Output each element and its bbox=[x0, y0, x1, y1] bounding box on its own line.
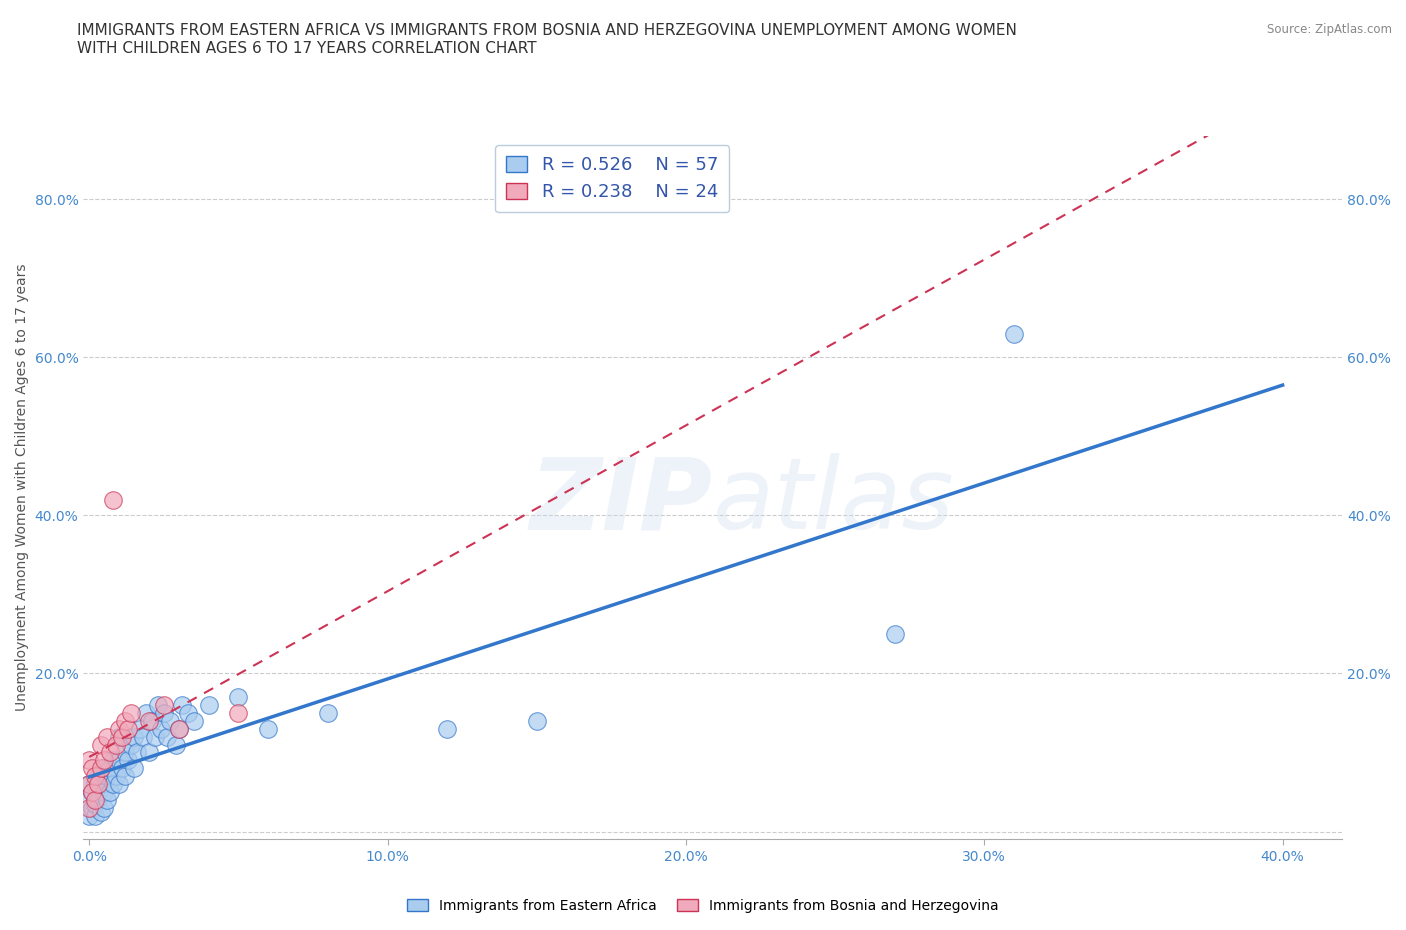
Point bbox=[135, 706, 157, 721]
Point bbox=[84, 769, 107, 784]
Point bbox=[122, 729, 145, 744]
Point bbox=[436, 722, 458, 737]
Point bbox=[93, 785, 115, 800]
Point bbox=[101, 492, 124, 507]
Point bbox=[165, 737, 187, 752]
Legend: R = 0.526    N = 57, R = 0.238    N = 24: R = 0.526 N = 57, R = 0.238 N = 24 bbox=[495, 145, 730, 212]
Point bbox=[93, 801, 115, 816]
Point bbox=[120, 706, 142, 721]
Point bbox=[105, 769, 128, 784]
Point bbox=[84, 777, 107, 791]
Point bbox=[159, 713, 181, 728]
Point bbox=[257, 722, 280, 737]
Point bbox=[883, 627, 905, 642]
Point bbox=[98, 785, 121, 800]
Point bbox=[96, 769, 118, 784]
Point bbox=[141, 713, 163, 728]
Point bbox=[96, 729, 118, 744]
Point bbox=[77, 792, 100, 807]
Point bbox=[114, 769, 136, 784]
Point bbox=[98, 745, 121, 760]
Point bbox=[1002, 326, 1025, 341]
Point bbox=[82, 761, 104, 776]
Point bbox=[143, 729, 166, 744]
Point bbox=[98, 761, 121, 776]
Point bbox=[156, 729, 179, 744]
Point bbox=[114, 713, 136, 728]
Point bbox=[77, 808, 100, 823]
Point bbox=[153, 698, 176, 712]
Point bbox=[105, 737, 128, 752]
Text: ZIP: ZIP bbox=[530, 453, 713, 551]
Point bbox=[132, 729, 155, 744]
Point bbox=[114, 745, 136, 760]
Point bbox=[111, 729, 134, 744]
Point bbox=[108, 729, 131, 744]
Point bbox=[77, 777, 100, 791]
Point bbox=[125, 745, 148, 760]
Point bbox=[526, 713, 548, 728]
Point bbox=[90, 780, 112, 795]
Point bbox=[138, 713, 160, 728]
Point bbox=[84, 808, 107, 823]
Point bbox=[117, 722, 139, 737]
Point bbox=[153, 706, 176, 721]
Point bbox=[90, 737, 112, 752]
Legend: Immigrants from Eastern Africa, Immigrants from Bosnia and Herzegovina: Immigrants from Eastern Africa, Immigran… bbox=[401, 894, 1005, 919]
Point bbox=[82, 801, 104, 816]
Point bbox=[96, 792, 118, 807]
Point bbox=[111, 761, 134, 776]
Point bbox=[138, 745, 160, 760]
Point bbox=[101, 777, 124, 791]
Point bbox=[108, 753, 131, 768]
Point bbox=[120, 737, 142, 752]
Point bbox=[197, 698, 219, 712]
Point bbox=[87, 777, 110, 791]
Point bbox=[90, 804, 112, 819]
Point bbox=[149, 722, 172, 737]
Point bbox=[84, 796, 107, 811]
Point bbox=[167, 722, 190, 737]
Point bbox=[108, 722, 131, 737]
Point bbox=[77, 753, 100, 768]
Text: Source: ZipAtlas.com: Source: ZipAtlas.com bbox=[1267, 23, 1392, 36]
Point bbox=[228, 690, 250, 705]
Point bbox=[177, 706, 200, 721]
Point bbox=[82, 785, 104, 800]
Text: atlas: atlas bbox=[713, 453, 955, 551]
Point bbox=[82, 785, 104, 800]
Point bbox=[84, 792, 107, 807]
Point bbox=[93, 761, 115, 776]
Point bbox=[90, 761, 112, 776]
Point bbox=[228, 706, 250, 721]
Point bbox=[183, 713, 205, 728]
Point bbox=[167, 722, 190, 737]
Point bbox=[93, 753, 115, 768]
Point bbox=[146, 698, 169, 712]
Point bbox=[77, 801, 100, 816]
Point bbox=[117, 753, 139, 768]
Point bbox=[101, 753, 124, 768]
Point bbox=[108, 777, 131, 791]
Point bbox=[316, 706, 339, 721]
Point bbox=[87, 769, 110, 784]
Point bbox=[129, 722, 152, 737]
Point bbox=[87, 792, 110, 807]
Y-axis label: Unemployment Among Women with Children Ages 6 to 17 years: Unemployment Among Women with Children A… bbox=[15, 264, 30, 711]
Point bbox=[77, 777, 100, 791]
Point bbox=[122, 761, 145, 776]
Point bbox=[170, 698, 193, 712]
Text: IMMIGRANTS FROM EASTERN AFRICA VS IMMIGRANTS FROM BOSNIA AND HERZEGOVINA UNEMPLO: IMMIGRANTS FROM EASTERN AFRICA VS IMMIGR… bbox=[77, 23, 1017, 56]
